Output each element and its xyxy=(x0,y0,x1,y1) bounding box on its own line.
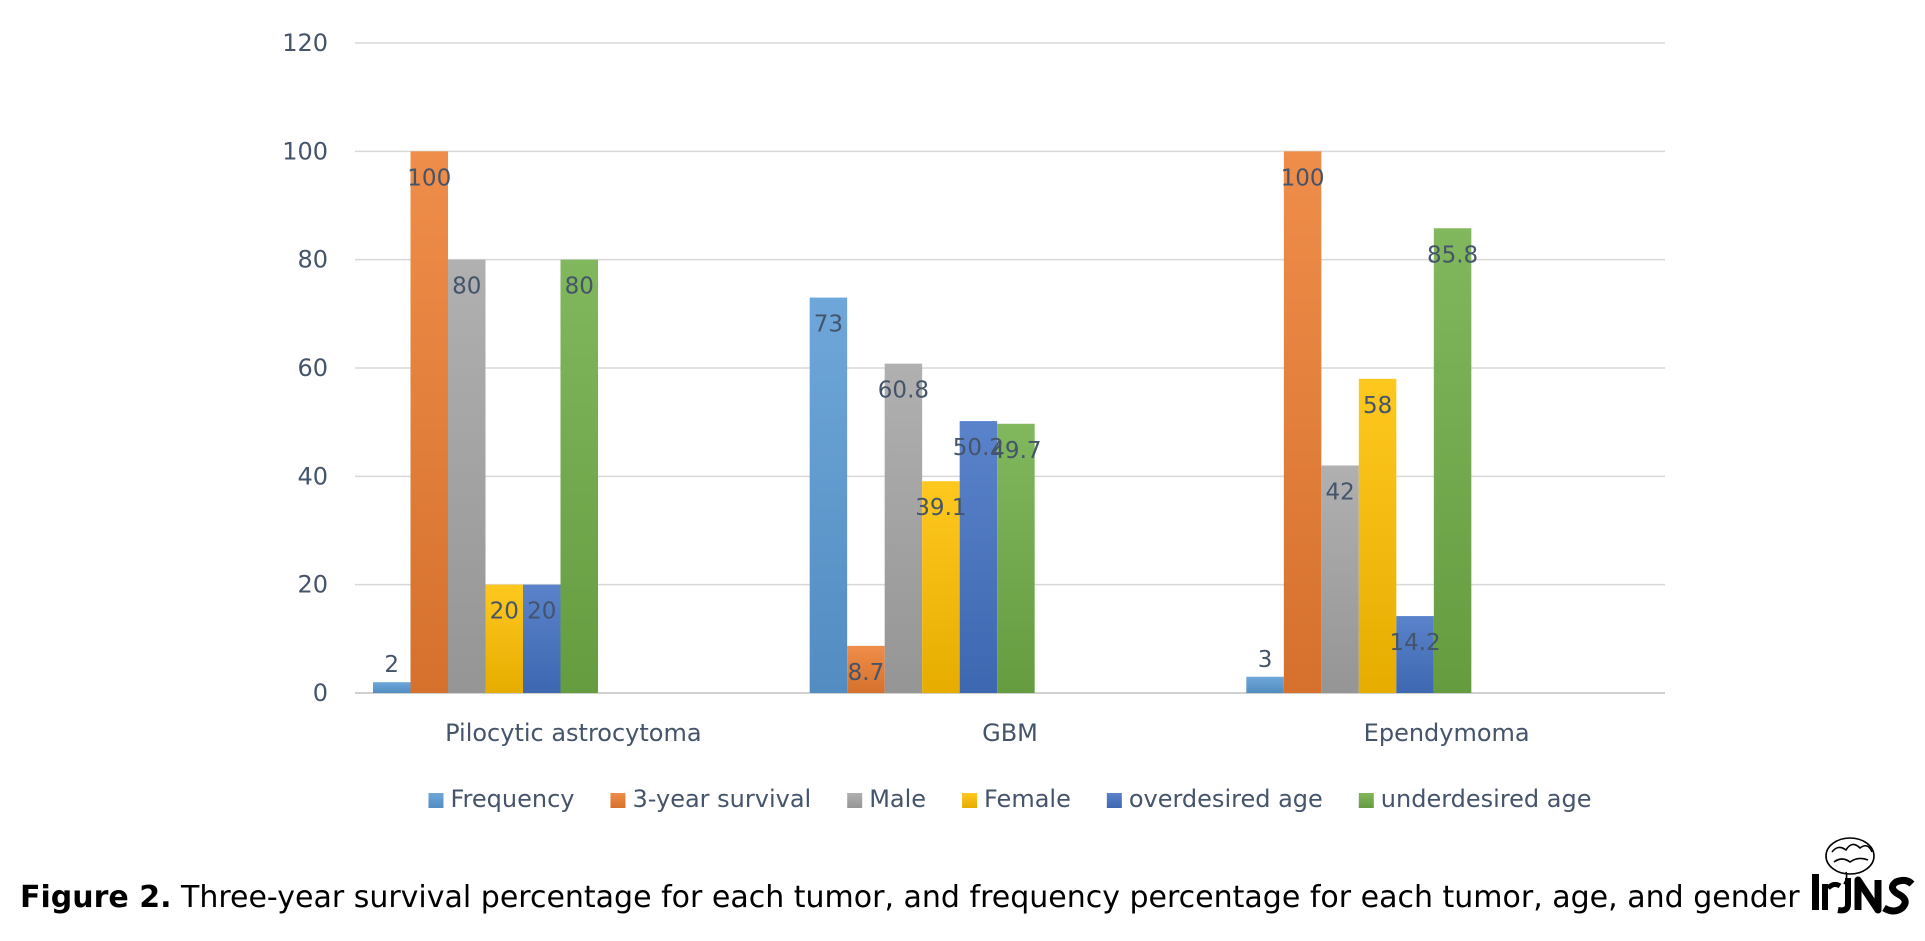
data-label: 20 xyxy=(527,599,556,625)
bars xyxy=(373,151,1472,694)
bar xyxy=(1358,378,1397,693)
data-label: 14.2 xyxy=(1389,630,1440,656)
data-label: 42 xyxy=(1325,480,1354,506)
bar xyxy=(373,682,411,693)
x-category-label: GBM xyxy=(982,719,1038,747)
data-label: 20 xyxy=(490,599,519,625)
bar xyxy=(847,645,885,693)
data-labels: 2 100 80 20 20 80 73 8.7 60.8 39.1 50.249.7 3 100 42 5… xyxy=(384,165,1478,686)
data-label: 50.2 xyxy=(953,435,1004,461)
y-tick-label: 80 xyxy=(297,246,328,274)
legend-swatch xyxy=(610,793,626,808)
data-label: 100 xyxy=(407,165,451,191)
bar xyxy=(1396,616,1434,693)
legend-label: 3-year survival xyxy=(632,785,811,813)
bar xyxy=(884,363,923,693)
caption-label: Figure 2. xyxy=(20,880,172,915)
legend-item: overdesired age xyxy=(1106,785,1323,813)
legend-swatch xyxy=(428,793,444,808)
bar xyxy=(1246,676,1284,693)
x-category-label: Ependymoma xyxy=(1364,719,1530,747)
data-label: 85.8 xyxy=(1427,242,1478,268)
figure-caption: Figure 2. Three-year survival percentage… xyxy=(20,880,1800,915)
data-label: 58 xyxy=(1363,393,1392,419)
y-tick-label: 40 xyxy=(297,462,328,490)
bar xyxy=(560,259,598,693)
bar xyxy=(1433,228,1472,693)
bar xyxy=(997,423,1035,693)
x-axis-categories: Pilocytic astrocytoma GBM Ependymoma xyxy=(445,719,1530,747)
brain-icon xyxy=(1825,837,1875,885)
legend-item: Male xyxy=(847,785,926,813)
legend-swatch xyxy=(847,793,863,808)
bar xyxy=(485,584,523,693)
legend-item: Female xyxy=(962,785,1071,813)
y-tick-label: 100 xyxy=(282,137,328,165)
x-category-label: Pilocytic astrocytoma xyxy=(445,719,702,747)
data-label: 2 xyxy=(384,652,399,678)
caption-text: Three-year survival percentage for each … xyxy=(171,880,1800,915)
bar xyxy=(922,481,960,693)
bar xyxy=(809,297,848,693)
data-label: 80 xyxy=(452,274,481,300)
legend-label: Female xyxy=(984,785,1071,813)
bar xyxy=(959,421,998,693)
data-label: 100 xyxy=(1281,165,1325,191)
data-label: 39.1 xyxy=(915,495,966,521)
y-axis-ticks: 0 20 40 60 80 100 120 xyxy=(282,29,328,707)
legend-label: Frequency xyxy=(450,785,574,813)
data-label: 49.7 xyxy=(990,438,1041,464)
bar xyxy=(1283,151,1322,694)
y-tick-label: 20 xyxy=(297,571,328,599)
legend-swatch xyxy=(962,793,978,808)
legend-swatch xyxy=(1358,793,1374,808)
logo-lettering xyxy=(1812,874,1915,915)
bar xyxy=(410,151,448,694)
legend-label: underdesired age xyxy=(1381,785,1592,813)
legend-item: 3-year survival xyxy=(610,785,811,813)
y-tick-label: 120 xyxy=(282,29,328,57)
bar xyxy=(1321,465,1359,693)
data-label: 8.7 xyxy=(848,660,885,686)
legend-label: Male xyxy=(869,785,926,813)
data-label: 3 xyxy=(1258,647,1273,673)
bar xyxy=(523,584,561,693)
data-label: 80 xyxy=(565,274,594,300)
legend: Frequency 3-year survival Male Female overde… xyxy=(428,785,1592,813)
legend-label: overdesired age xyxy=(1129,785,1323,813)
bar xyxy=(448,259,486,693)
legend-item: underdesired age xyxy=(1358,785,1592,813)
legend-swatch xyxy=(1106,793,1122,808)
y-tick-label: 0 xyxy=(313,679,328,707)
journal-logo xyxy=(1812,837,1915,915)
data-label: 60.8 xyxy=(878,378,929,404)
legend-item: Frequency xyxy=(428,785,574,813)
y-tick-label: 60 xyxy=(297,354,328,382)
data-label: 73 xyxy=(814,312,843,338)
